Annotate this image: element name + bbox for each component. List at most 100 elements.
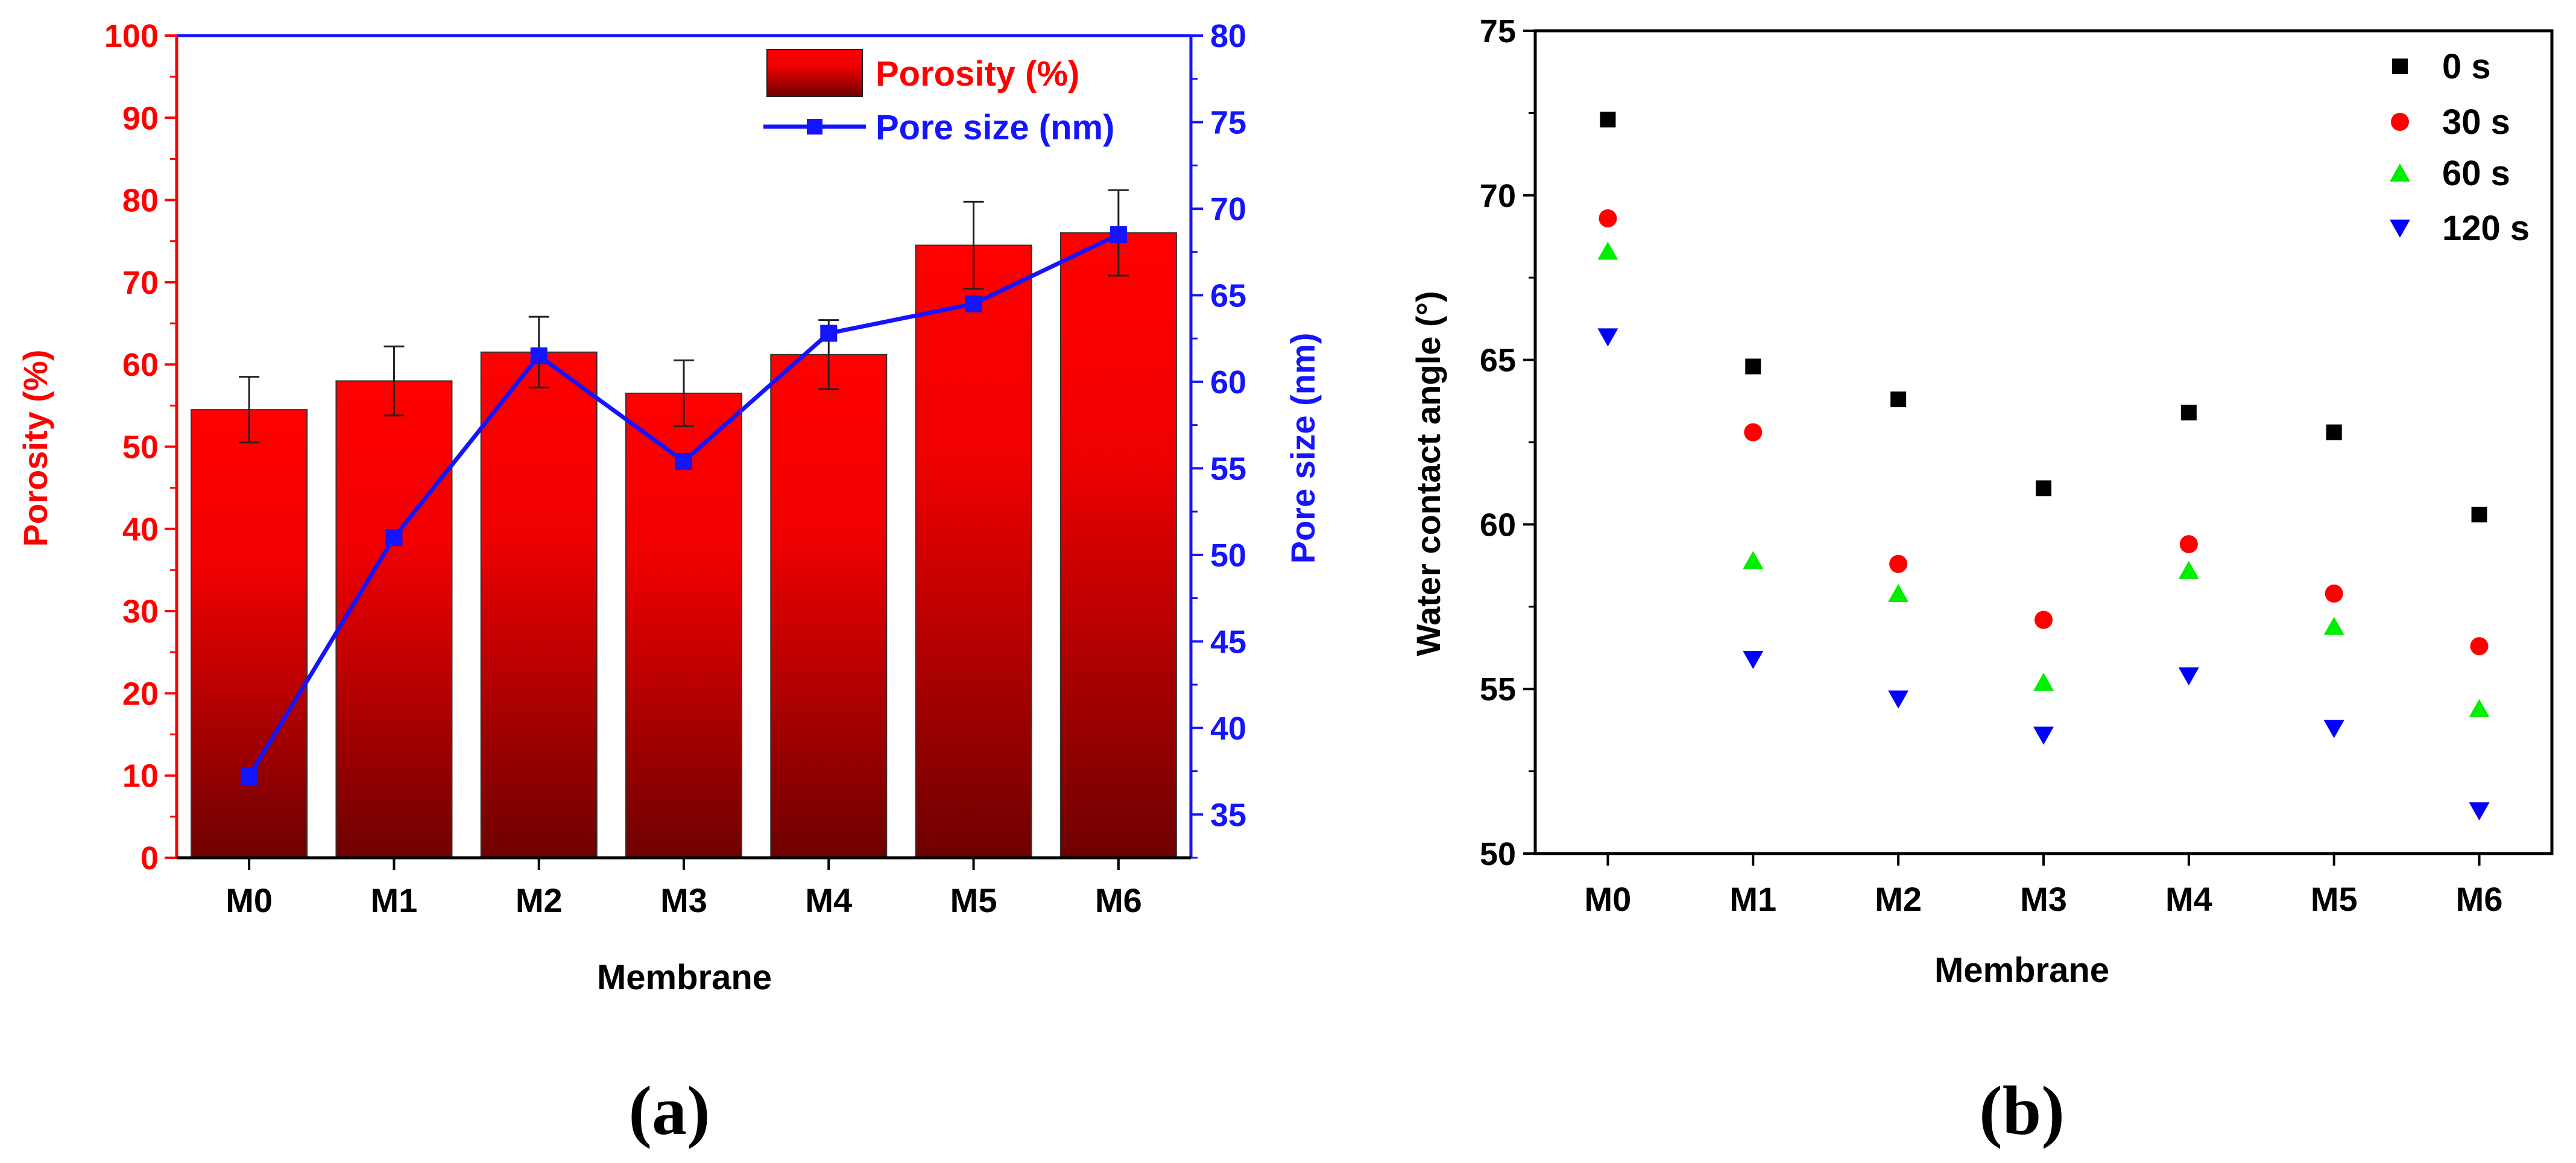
porosity-tick-label: 60 <box>122 347 159 383</box>
pore-size-tick-label: 40 <box>1210 711 1246 747</box>
membrane-axis-label-a: Membrane <box>597 958 772 997</box>
y-tick-label-b: 75 <box>1480 13 1516 49</box>
y-tick-label-b: 65 <box>1480 343 1516 379</box>
panel-label-b: (b) <box>1979 1073 2065 1150</box>
pore-size-tick-label: 35 <box>1210 797 1246 833</box>
point-30s-M6 <box>2470 637 2489 656</box>
point-120s-M1 <box>1743 651 1764 670</box>
x-tick-label-a: M2 <box>516 881 563 919</box>
point-0s-M1 <box>1745 358 1761 375</box>
point-120s-M5 <box>2323 720 2344 738</box>
point-120s-M2 <box>1888 690 1909 709</box>
point-120s-M3 <box>2033 726 2054 745</box>
point-60s-M2 <box>1888 583 1909 602</box>
point-120s-M6 <box>2469 802 2490 821</box>
point-0s-M4 <box>2180 404 2197 420</box>
pore-size-marker-M1 <box>385 529 403 547</box>
pore-size-tick-label: 45 <box>1210 624 1246 660</box>
error-bar-M1 <box>384 345 405 417</box>
water-contact-angle-chart: 50 55 60 65 70 75 M0 M1 M2 M3 M4 M5 M6 Water contac… <box>1409 13 2554 1150</box>
x-tick-label-a: M6 <box>1095 881 1142 919</box>
porosity-tick-label: 100 <box>104 18 159 54</box>
porosity-tick-label: 10 <box>122 758 159 794</box>
point-60s-M1 <box>1743 551 1764 569</box>
point-30s-M2 <box>1889 554 1908 573</box>
pore-size-tick-label: 65 <box>1210 277 1246 314</box>
point-60s-M3 <box>2033 673 2054 691</box>
point-0s-M6 <box>2471 507 2487 523</box>
pore-size-marker-M2 <box>530 347 548 364</box>
legend-marker-120s <box>2390 220 2410 238</box>
x-tick-label-a: M5 <box>950 881 997 919</box>
legend-a: Porosity (%) Pore size (nm) <box>763 49 1114 147</box>
porosity-bar-M4 <box>770 353 888 858</box>
point-30s-M3 <box>2035 610 2053 629</box>
x-tick-label-a: M4 <box>805 881 852 919</box>
legend-0s-label: 0 s <box>2442 47 2491 86</box>
error-bar-M5 <box>963 200 984 290</box>
porosity-tick-label: 50 <box>122 429 159 466</box>
pore-size-tick-label: 50 <box>1210 537 1246 574</box>
x-tick-label-b: M5 <box>2311 880 2358 918</box>
porosity-tick-label: 80 <box>122 183 159 219</box>
y-tick-label-b: 55 <box>1480 671 1516 708</box>
membrane-axis-label-b: Membrane <box>1934 951 2109 990</box>
porosity-bar-M0 <box>191 409 308 858</box>
point-30s-M5 <box>2325 584 2343 603</box>
porosity-tick-label: 20 <box>122 676 159 712</box>
porosity-bar-M2 <box>480 351 598 858</box>
legend-porosity-label: Porosity (%) <box>876 54 1079 93</box>
error-bar-M3 <box>674 359 694 427</box>
pore-size-tick-label: 55 <box>1210 451 1246 487</box>
pore-size-marker-M5 <box>965 295 982 312</box>
water-contact-angle-axis-label: Water contact angle (°) <box>1409 291 1447 656</box>
pore-size-tick-label: 60 <box>1210 364 1246 401</box>
porosity-bar-M1 <box>335 380 453 858</box>
panel-label-a: (a) <box>628 1073 710 1150</box>
point-0s-M2 <box>1890 391 1907 408</box>
x-tick-label-b: M4 <box>2165 880 2212 918</box>
pore-size-tick-label: 80 <box>1210 18 1246 54</box>
x-tick-label-b: M3 <box>2020 880 2067 918</box>
point-60s-M4 <box>2178 560 2199 579</box>
legend-pore-size-marker <box>807 119 822 135</box>
legend-marker-60s <box>2390 163 2410 182</box>
legend-30s-label: 30 s <box>2442 103 2510 142</box>
porosity-bar-M5 <box>915 244 1032 858</box>
legend-porosity-swatch <box>766 49 863 97</box>
porosity-tick-label: 40 <box>122 512 159 548</box>
x-tick-label-a: M1 <box>371 881 418 919</box>
legend-b: 0 s 30 s 60 s 120 s <box>2390 47 2530 248</box>
legend-marker-30s <box>2391 113 2409 131</box>
y-tick-label-b: 70 <box>1480 178 1516 214</box>
point-60s-M6 <box>2469 699 2490 717</box>
point-0s-M5 <box>2326 424 2342 440</box>
x-tick-label-a: M3 <box>660 881 707 919</box>
point-60s-M5 <box>2323 616 2344 635</box>
x-tick-label-b: M6 <box>2456 880 2503 918</box>
porosity-axis-label: Porosity (%) <box>16 350 54 547</box>
pore-size-tick-label: 75 <box>1210 104 1246 141</box>
point-30s-M1 <box>1744 423 1763 442</box>
porosity-tick-label: 90 <box>122 100 159 136</box>
legend-60s-label: 60 s <box>2442 154 2510 193</box>
pore-size-axis-label: Pore size (nm) <box>1284 333 1322 564</box>
porosity-bar-M3 <box>625 392 742 858</box>
pore-size-marker-M3 <box>675 452 692 470</box>
point-0s-M3 <box>2036 480 2051 496</box>
point-0s-M0 <box>1600 112 1616 128</box>
porosity-tick-label: 0 <box>140 840 159 876</box>
porosity-tick-label: 30 <box>122 594 159 630</box>
porosity-pore-size-chart: 0 10 20 30 40 50 60 70 80 90 100 35 40 45 50 55 60 65 70 7… <box>16 18 1322 1150</box>
x-tick-label-b: M1 <box>1729 880 1776 918</box>
x-tick-label-b: M0 <box>1585 880 1632 918</box>
error-bar-M0 <box>239 376 260 444</box>
porosity-tick-label: 70 <box>122 265 159 301</box>
point-30s-M4 <box>2179 535 2198 554</box>
point-120s-M4 <box>2178 667 2199 686</box>
point-30s-M0 <box>1599 209 1617 227</box>
legend-120s-label: 120 s <box>2442 209 2530 248</box>
y-tick-label-b: 60 <box>1480 507 1516 543</box>
pore-size-marker-M0 <box>241 768 258 785</box>
